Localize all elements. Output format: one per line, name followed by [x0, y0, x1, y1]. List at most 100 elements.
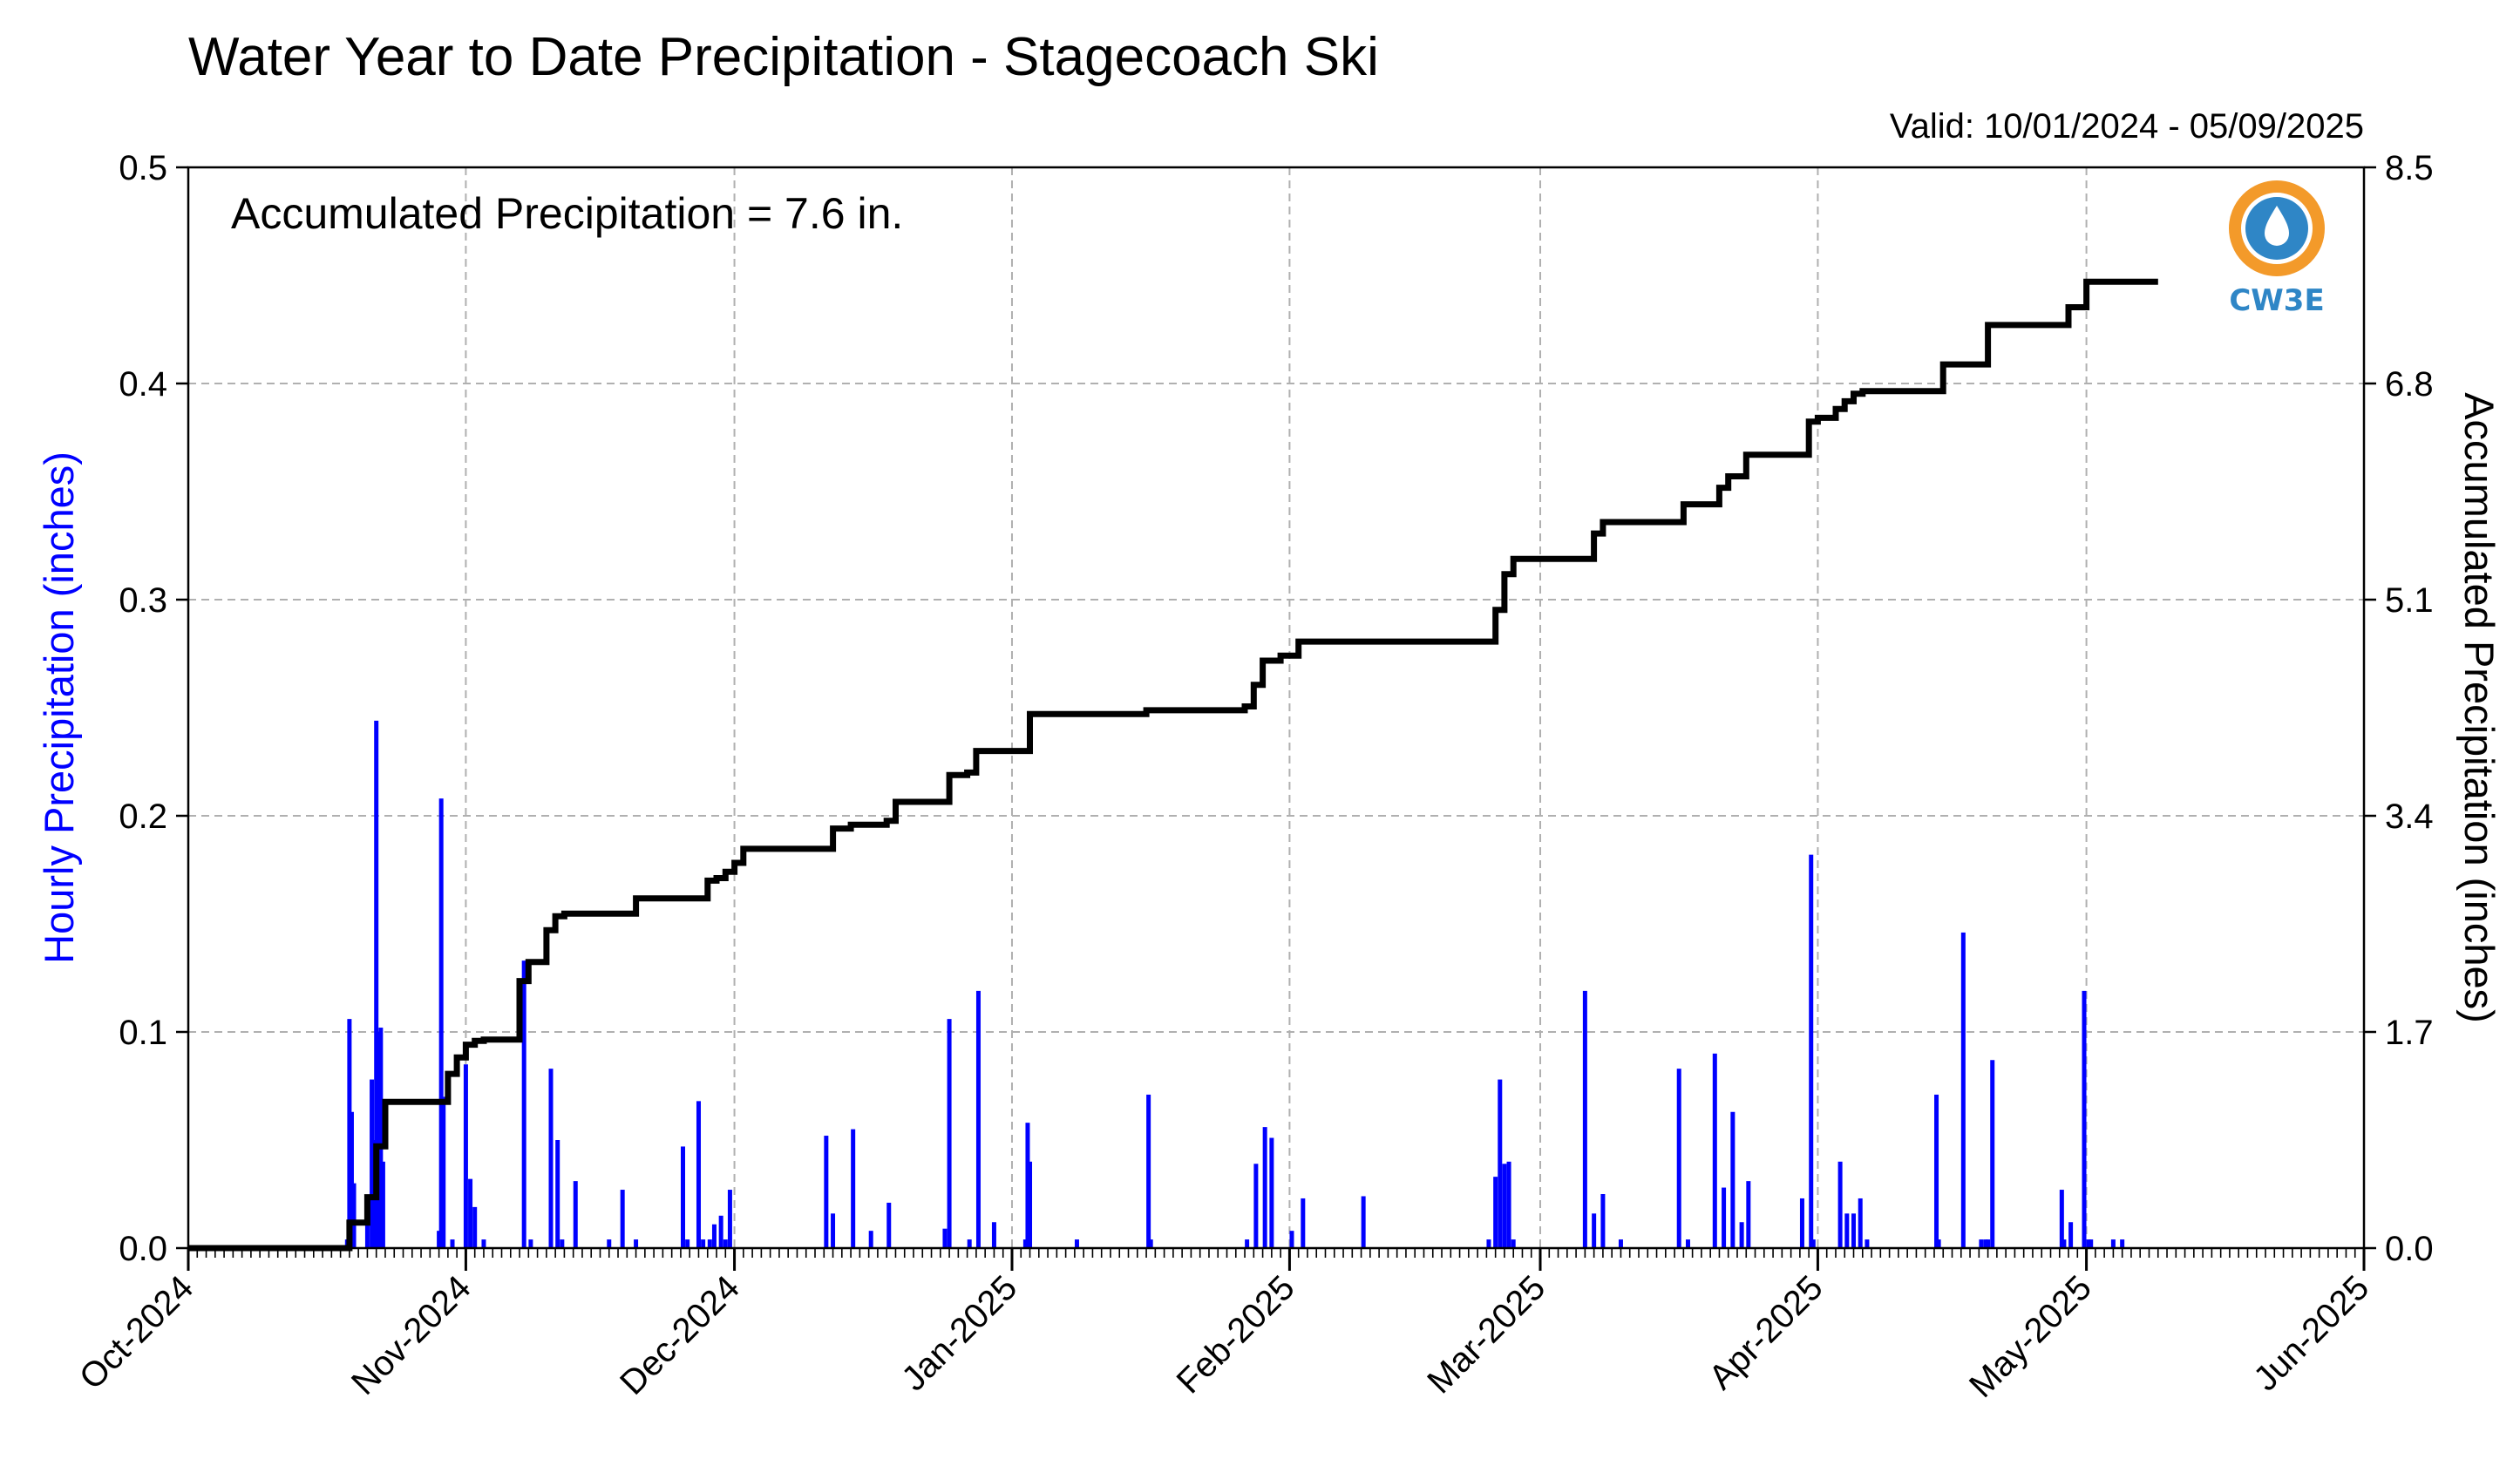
hourly-bar: [437, 1231, 442, 1248]
hourly-bar: [370, 1079, 375, 1248]
hourly-bar: [1361, 1196, 1366, 1248]
hourly-bar: [1022, 1239, 1028, 1248]
hourly-bar: [723, 1239, 728, 1248]
hourly-bar: [438, 798, 444, 1248]
left-y-tick-label: 0.3: [119, 581, 167, 620]
x-tick-label: May-2025: [1962, 1268, 2099, 1405]
hourly-bar: [1685, 1239, 1690, 1248]
hourly-bar: [2068, 1222, 2074, 1248]
right-y-tick-label: 0.0: [2385, 1230, 2434, 1268]
hourly-bar: [868, 1231, 873, 1248]
hourly-bar: [2062, 1239, 2067, 1248]
left-y-tick-label: 0.2: [119, 797, 167, 836]
hourly-bar: [831, 1213, 836, 1248]
hourly-bar: [1844, 1213, 1850, 1248]
hourly-bar: [1262, 1127, 1267, 1248]
hourly-bar: [1600, 1194, 1606, 1248]
hourly-bar: [1722, 1187, 1727, 1248]
hourly-bar: [886, 1202, 892, 1248]
hourly-bar: [528, 1239, 533, 1248]
hourly-bar: [1983, 1239, 1988, 1248]
x-tick-label: Mar-2025: [1420, 1268, 1552, 1401]
left-y-tick-label: 0.5: [119, 149, 167, 187]
hourly-bar: [681, 1146, 686, 1248]
hourly-bar: [975, 990, 981, 1248]
hourly-bar: [1289, 1231, 1294, 1248]
hourly-bar: [1799, 1198, 1804, 1248]
hourly-bar: [620, 1190, 625, 1248]
hourly-bar: [2120, 1239, 2125, 1248]
logo-ring-icon: [2229, 180, 2325, 276]
right-y-axis: 0.0 1.7 3.4 5.1 6.8 8.5: [2364, 149, 2434, 1268]
hourly-bar: [1592, 1213, 1597, 1248]
hourly-bar: [1936, 1239, 1941, 1248]
plot-frame: [187, 166, 2366, 1250]
hourly-bar: [1502, 1164, 1507, 1248]
x-tick-label: Jan-2025: [894, 1268, 1024, 1398]
hourly-bar: [1676, 1069, 1681, 1248]
hourly-bar: [947, 1019, 952, 1248]
hourly-bar: [2089, 1239, 2094, 1248]
hourly-bar: [380, 1161, 385, 1248]
hourly-bar: [1245, 1239, 1250, 1248]
hourly-bar: [1486, 1239, 1491, 1248]
hourly-bar: [701, 1239, 706, 1248]
accumulated-precip-line: [188, 278, 2158, 1252]
hourly-bar: [1493, 1177, 1498, 1248]
hourly-bar: [376, 1032, 381, 1248]
hourly-bar: [1582, 990, 1587, 1248]
hourly-bar: [1025, 1123, 1030, 1248]
hourly-bar: [481, 1239, 486, 1248]
hourly-bar: [2059, 1190, 2064, 1248]
left-y-tick-label: 0.4: [119, 365, 167, 404]
hourly-bar: [1253, 1164, 1259, 1248]
hourly-bar: [573, 1181, 578, 1248]
hourly-bar: [1146, 1094, 1151, 1248]
right-y-tick-label: 3.4: [2385, 797, 2434, 836]
hourly-bar: [450, 1239, 455, 1248]
hourly-bar: [685, 1239, 690, 1248]
hourly-bar: [1960, 932, 1966, 1248]
left-y-tick-label: 0.1: [119, 1014, 167, 1052]
hourly-bar: [1851, 1213, 1857, 1248]
logo-text: CW3E: [2229, 283, 2324, 318]
hourly-bar: [560, 1239, 565, 1248]
x-tick-label: Jun-2025: [2246, 1268, 2376, 1398]
x-tick-label: Feb-2025: [1170, 1268, 1302, 1401]
hourly-bar: [548, 1069, 554, 1248]
hourly-bar: [1730, 1111, 1735, 1248]
hourly-bar: [364, 1222, 370, 1248]
right-y-tick-label: 6.8: [2385, 365, 2434, 404]
right-y-axis-label: Accumulated Precipitation (inches): [2456, 392, 2503, 1023]
hourly-bar: [468, 1178, 473, 1248]
hourly-bar: [1148, 1239, 1153, 1248]
hourly-bar: [1498, 1079, 1503, 1248]
x-tick-label: Nov-2024: [344, 1268, 479, 1402]
hourly-bar: [967, 1239, 972, 1248]
hourly-bar: [1712, 1053, 1717, 1248]
hourly-bar: [824, 1136, 829, 1248]
hourly-bar: [1074, 1239, 1079, 1248]
cw3e-logo: CW3E: [2229, 180, 2325, 318]
hourly-bar: [555, 1140, 560, 1248]
x-tick-label: Apr-2025: [1702, 1268, 1830, 1396]
right-y-tick-label: 8.5: [2385, 149, 2434, 187]
hourly-bar: [374, 720, 379, 1248]
valid-date-range: Valid: 10/01/2024 - 05/09/2025: [1890, 107, 2364, 146]
hourly-bar: [1990, 1060, 1995, 1248]
hourly-bar: [1739, 1222, 1744, 1248]
hourly-bar: [1506, 1161, 1511, 1248]
hourly-bar: [1810, 1239, 1816, 1248]
hourly-bar: [607, 1239, 612, 1248]
hourly-bar: [2110, 1239, 2116, 1248]
hourly-bar: [1746, 1181, 1751, 1248]
hourly-bars: [344, 720, 2125, 1248]
x-tick-label: Dec-2024: [613, 1268, 747, 1402]
hourly-bar: [851, 1129, 856, 1248]
x-tick-label: Oct-2024: [72, 1268, 200, 1396]
hourly-bar: [347, 1019, 352, 1248]
hourly-bar: [2082, 990, 2087, 1248]
hourly-bar: [2086, 1239, 2091, 1248]
hourly-bar: [942, 1228, 948, 1248]
